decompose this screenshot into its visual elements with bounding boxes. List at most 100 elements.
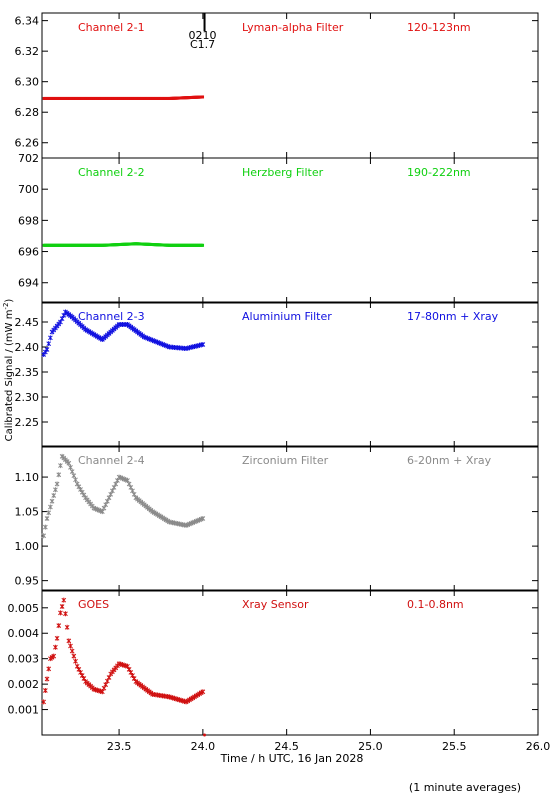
panel-1: 6.26 6.28 6.30 6.32 6.34 Channel 2-1 Lyman-alp… — [15, 12, 539, 159]
y-tick-label: 6.30 — [15, 76, 40, 89]
filter-name: Lyman-alpha Filter — [242, 21, 344, 34]
band-label: 17-80nm + Xray — [407, 310, 499, 323]
data-point — [46, 510, 52, 516]
data-point — [44, 347, 50, 352]
flare-marker-dot — [203, 733, 207, 737]
data-point — [63, 611, 68, 617]
band-label: 6-20nm + Xray — [407, 454, 492, 467]
band-label: 190-222nm — [407, 166, 471, 179]
y-tick-label: 6.34 — [15, 15, 40, 28]
y-tick-label: 1.00 — [15, 540, 40, 553]
data-point — [56, 472, 62, 478]
x-axis: 23.5 24.0 24.5 25.0 25.5 26.0 — [107, 733, 550, 753]
x-tick-label: 24.0 — [191, 740, 216, 753]
marker: 0210 C1.7 — [189, 13, 217, 51]
footnote: (1 minute averages) — [409, 781, 521, 794]
series-name: Channel 2-2 — [78, 166, 145, 179]
data-point — [71, 653, 77, 659]
flare-marker-time: 0210 — [189, 29, 217, 42]
data-point — [68, 464, 73, 470]
panel-5: 0.001 0.002 0.003 0.004 0.005 GOES Xray Sensor… — [8, 589, 539, 736]
data-point — [42, 524, 48, 530]
data-point — [41, 699, 47, 705]
panel-frame — [41, 445, 539, 592]
panel-frame — [41, 589, 539, 736]
y-tick-label: 1.05 — [15, 506, 40, 519]
flare-marker-class: C1.7 — [190, 38, 215, 51]
data-point — [54, 635, 60, 641]
data-point — [201, 95, 205, 99]
y-tick-label: 6.32 — [15, 45, 40, 58]
data-point — [41, 533, 47, 539]
x-tick-label: 26.0 — [526, 740, 550, 753]
data-point — [64, 624, 70, 630]
series-name: GOES — [78, 598, 109, 611]
panel-2: 694 696 698 700 702 Channel 2-2 Herzberg Filte… — [18, 152, 539, 304]
y-tick-label: 1.10 — [15, 471, 40, 484]
data-point — [73, 658, 78, 664]
panel-frame — [41, 301, 539, 448]
series-name: Channel 2-4 — [78, 454, 145, 467]
data-point — [71, 473, 77, 479]
y-tick-label: 2.45 — [15, 316, 40, 329]
y-tick-label: 2.25 — [15, 416, 40, 429]
data-point — [69, 469, 75, 475]
y-tick-label: 6.26 — [15, 137, 40, 150]
data-point — [58, 610, 63, 616]
data-point — [49, 498, 55, 504]
y-tick-label: 0.001 — [8, 704, 40, 717]
data-point — [54, 481, 60, 487]
data-point — [53, 644, 58, 650]
data-point — [200, 342, 206, 347]
data-point — [46, 666, 52, 672]
y-tick-label: 702 — [18, 152, 39, 165]
data-point — [200, 516, 206, 521]
data-point — [51, 653, 57, 659]
panel-frame — [41, 157, 539, 304]
y-tick-label: 2.35 — [15, 366, 40, 379]
data-point — [201, 243, 205, 247]
y-tick-label: 0.005 — [8, 602, 40, 615]
data-point — [48, 335, 53, 341]
panel-4: 0.95 1.00 1.05 1.10 Channel 2-4 Zirconium Fil… — [15, 445, 539, 592]
panel-frame — [41, 12, 539, 159]
data-point — [61, 597, 67, 603]
y-tick-label: 700 — [18, 183, 39, 196]
x-tick-label: 25.5 — [442, 740, 467, 753]
data-point — [68, 643, 73, 649]
data-point — [56, 623, 62, 629]
data-point — [46, 341, 52, 347]
filter-name: Xray Sensor — [242, 598, 309, 611]
y-axis-label: Calibrated Signal / (mW m-2) — [2, 299, 15, 442]
data-point — [200, 689, 206, 695]
x-tick-label: 25.0 — [358, 740, 383, 753]
data-point — [48, 504, 53, 510]
data-point — [59, 604, 65, 610]
data-point — [66, 638, 72, 644]
series-name: Channel 2-1 — [78, 21, 145, 34]
y-tick-label: 0.003 — [8, 653, 40, 666]
data-point — [53, 487, 58, 493]
y-tick-label: 0.95 — [15, 575, 40, 588]
y-tick-label: 2.30 — [15, 391, 40, 404]
x-tick-label: 24.5 — [274, 740, 299, 753]
filter-name: Aluminium Filter — [242, 310, 332, 323]
data-point — [58, 463, 63, 469]
band-label: 0.1-0.8nm — [407, 598, 464, 611]
y-tick-label: 696 — [18, 246, 39, 259]
y-tick-label: 0.004 — [8, 627, 40, 640]
x-axis-label: Time / h UTC, 16 Jan 2028 — [220, 752, 364, 765]
band-label: 120-123nm — [407, 21, 471, 34]
data-point — [51, 492, 57, 498]
y-tick-label: 698 — [18, 214, 39, 227]
data-point — [69, 648, 75, 654]
data-point — [73, 477, 78, 483]
data-point — [44, 516, 50, 521]
panels: 6.26 6.28 6.30 6.32 6.34 Channel 2-1 Lyman-alp… — [8, 12, 539, 736]
series-name: Channel 2-3 — [78, 310, 145, 323]
data-point — [66, 460, 72, 466]
y-tick-label: 2.40 — [15, 341, 40, 354]
data-point — [44, 676, 50, 682]
y-tick-label: 0.002 — [8, 678, 40, 691]
